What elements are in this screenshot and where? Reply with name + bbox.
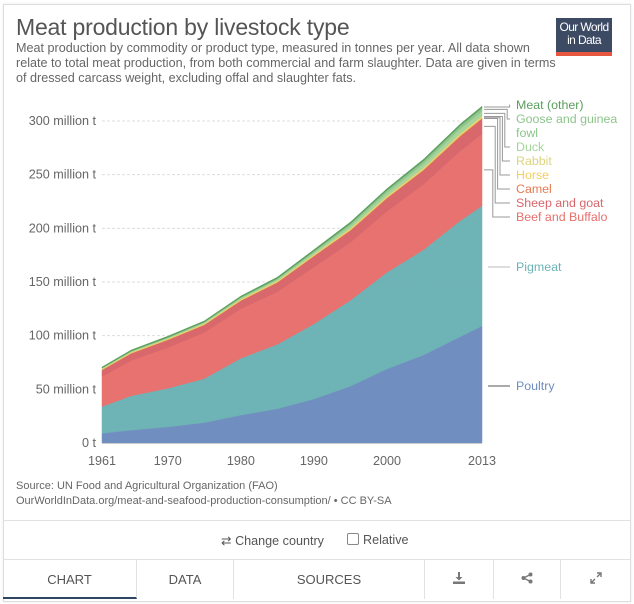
y-tick-label: 150 million t (29, 275, 97, 289)
x-axis-labels: 1961 1970 1980 1990 2000 2013 (88, 454, 496, 468)
x-tick-label: 2000 (373, 454, 401, 468)
logo-line-2: in Data (567, 33, 601, 47)
legend-label: Camel (516, 182, 552, 196)
legend-label: Meat (other) (516, 98, 583, 112)
legend-connector (484, 116, 510, 162)
legend-label: Poultry (516, 379, 555, 393)
y-tick-label: 50 million t (36, 382, 97, 396)
legend-label: Pigmeat (516, 260, 562, 274)
source-url-license[interactable]: OurWorldInData.org/meat-and-seafood-prod… (16, 495, 392, 507)
stacked-area-chart: 0 t 50 million t 100 million t 150 million … (29, 98, 618, 468)
area-layers (101, 105, 483, 444)
change-country-button[interactable]: ⇄ Change country (221, 533, 324, 548)
legend-connector (484, 117, 510, 176)
expand-icon (590, 572, 602, 587)
legend-connector (484, 169, 510, 218)
legend-label: Beef and Buffalo (516, 210, 608, 224)
x-tick-label: 1980 (227, 454, 255, 468)
tab-data[interactable]: DATA (137, 560, 234, 599)
tab-chart[interactable]: CHART (3, 560, 137, 599)
logo-accent-bar (556, 52, 612, 56)
chart-subtitle: Meat production by commodity or product … (16, 41, 556, 85)
download-button[interactable] (425, 560, 494, 599)
x-tick-label: 1970 (154, 454, 182, 468)
y-tick-label: 250 million t (29, 168, 97, 182)
legend-connector (484, 108, 510, 120)
y-tick-label: 100 million t (29, 329, 97, 343)
legend-label: Duck (516, 140, 545, 154)
y-axis-labels: 0 t 50 million t 100 million t 150 million … (29, 114, 97, 450)
bottom-tab-bar: CHART DATA SOURCES (3, 559, 631, 599)
legend: Meat (other)Goose and guineafowlDuckRabb… (484, 98, 617, 393)
legend-item: Horse (484, 117, 549, 182)
legend-item: Poultry (488, 379, 555, 393)
x-tick-label: 2013 (468, 454, 496, 468)
logo-line-1: Our World (559, 20, 609, 34)
relative-checkbox[interactable] (347, 533, 359, 545)
legend-label: Sheep and goat (516, 196, 604, 210)
relative-toggle[interactable]: Relative (347, 533, 409, 547)
source-text: Source: UN Food and Agricultural Organiz… (16, 480, 278, 492)
x-tick-label: 1961 (88, 454, 116, 468)
source-note: Source: UN Food and Agricultural Organiz… (16, 479, 392, 509)
area-meat-other- (101, 105, 483, 369)
share-button[interactable] (494, 560, 561, 599)
legend-item: Rabbit (484, 116, 552, 168)
share-icon (521, 572, 533, 587)
y-tick-label: 0 t (82, 436, 97, 450)
legend-connector (484, 112, 510, 148)
fullscreen-button[interactable] (561, 560, 631, 599)
legend-item: Sheep and goat (484, 125, 604, 210)
legend-label: Horse (516, 168, 549, 182)
y-tick-label: 200 million t (29, 221, 97, 235)
owid-logo[interactable]: Our World in Data (556, 18, 612, 56)
legend-label-cont: fowl (516, 126, 538, 140)
legend-item: Beef and Buffalo (484, 169, 608, 224)
legend-label: Goose and guinea (516, 112, 617, 126)
chart-controls: ⇄ Change country Relative (3, 520, 631, 560)
y-tick-label: 300 million t (29, 114, 97, 128)
legend-item: Duck (484, 112, 545, 154)
download-icon (453, 572, 465, 587)
tab-sources[interactable]: SOURCES (234, 560, 425, 599)
chart-title: Meat production by livestock type (16, 14, 350, 40)
relative-label: Relative (363, 533, 409, 547)
legend-connector (484, 118, 510, 190)
legend-connector (484, 125, 510, 204)
legend-connector (484, 104, 511, 108)
legend-item: Meat (other) (484, 98, 583, 112)
legend-item: Pigmeat (488, 260, 562, 274)
x-tick-label: 1990 (300, 454, 328, 468)
swap-arrows-icon: ⇄ (221, 534, 232, 548)
change-country-label: Change country (235, 534, 324, 548)
legend-item: Camel (484, 118, 552, 196)
legend-label: Rabbit (516, 154, 552, 168)
